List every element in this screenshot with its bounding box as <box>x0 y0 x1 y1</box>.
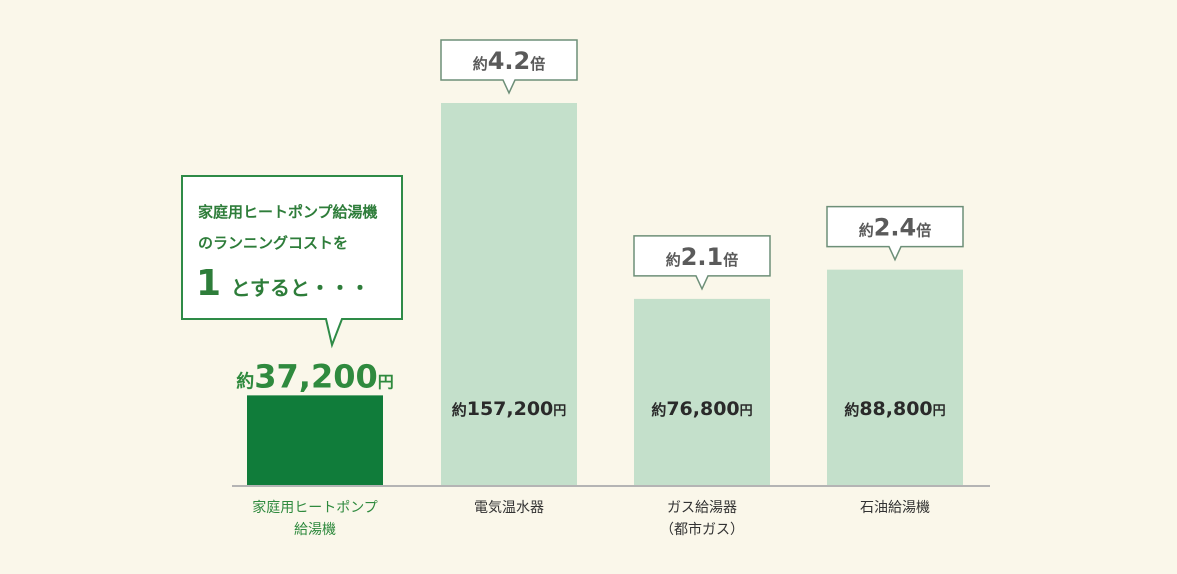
category-label-0-0: 家庭用ヒートポンプ <box>252 499 378 516</box>
value-label-1: 約157,200円 <box>452 398 567 420</box>
value-label-0: 約37,200円 <box>236 357 394 395</box>
note-line3: 1 とすると・・・ <box>196 263 370 304</box>
note-line3-number: 1 <box>196 263 221 304</box>
note-callout: 家庭用ヒートポンプ給湯機 のランニングコストを 1 とすると・・・ <box>181 175 403 349</box>
category-label-3-0: 石油給湯機 <box>860 499 930 516</box>
note-callout-box <box>181 175 403 349</box>
value-label-2: 約76,800円 <box>651 398 752 420</box>
ratio-label-2: 約2.1倍 <box>666 243 739 271</box>
note-line2: のランニングコストを <box>198 234 348 252</box>
bar-2 <box>634 298 770 486</box>
bars-layer <box>247 103 963 486</box>
bar-0 <box>247 395 383 486</box>
value-label-3: 約88,800円 <box>844 398 945 420</box>
category-label-1-0: 電気温水器 <box>474 500 544 516</box>
bar-3 <box>827 269 963 486</box>
category-label-2-0: ガス給湯器 <box>667 499 737 516</box>
category-label-0-1: 給湯機 <box>294 521 336 538</box>
ratio-callout-2 <box>633 235 771 291</box>
bar-1 <box>441 103 577 486</box>
note-line3-text: とすると・・・ <box>231 276 370 300</box>
note-line1: 家庭用ヒートポンプ給湯機 <box>198 203 378 221</box>
category-label-2-1: （都市ガス） <box>660 521 744 538</box>
ratio-label-3: 約2.4倍 <box>859 214 932 242</box>
ratio-label-1: 約4.2倍 <box>473 47 546 75</box>
ratio-callout-3 <box>826 205 964 262</box>
ratio-callout-1 <box>440 39 578 95</box>
